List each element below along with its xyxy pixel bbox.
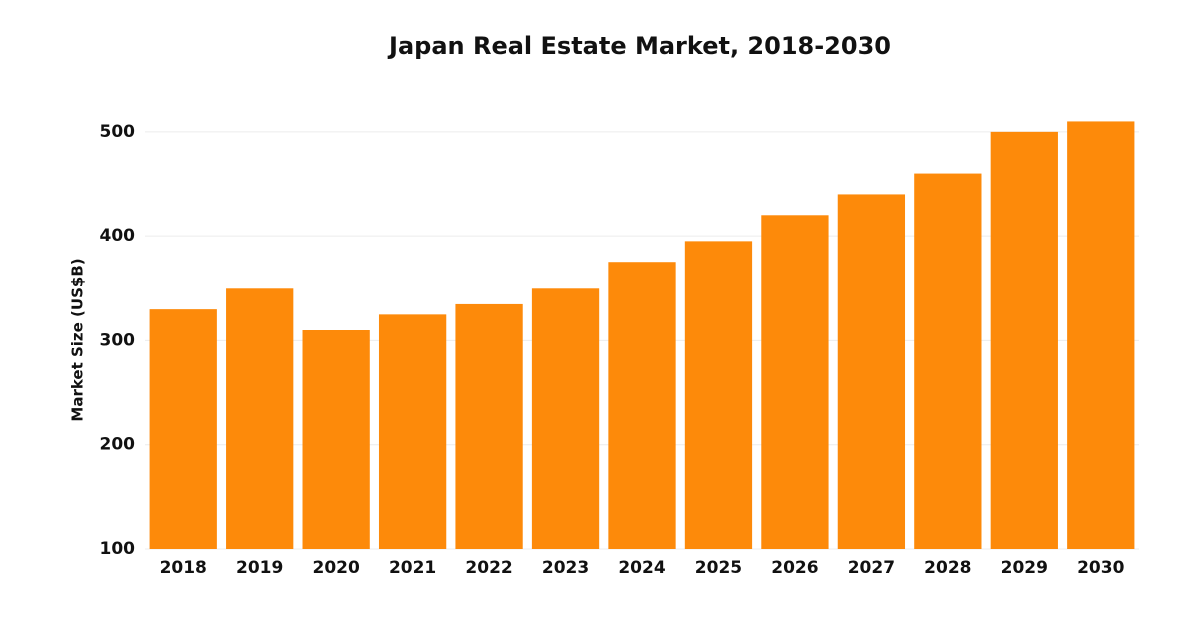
x-tick-label: 2030 — [1077, 558, 1124, 578]
y-axis-label: Market Size (US$B) — [69, 258, 87, 421]
x-tick-label: 2022 — [465, 558, 512, 578]
bar — [302, 330, 370, 549]
bar — [149, 309, 217, 549]
bar — [837, 194, 906, 549]
bar — [914, 173, 982, 550]
chart-title: Japan Real Estate Market, 2018-2030 — [387, 32, 891, 60]
y-tick-label: 200 — [100, 435, 136, 455]
x-tick-label: 2019 — [236, 558, 283, 578]
x-tick-label: 2024 — [618, 558, 665, 578]
bar — [1067, 121, 1135, 549]
x-tick-label: 2027 — [848, 558, 895, 578]
x-tick-label: 2023 — [542, 558, 589, 578]
bar — [608, 262, 676, 549]
x-tick-label: 2020 — [312, 558, 359, 578]
y-tick-label: 100 — [100, 539, 136, 559]
x-tick-label: 2028 — [924, 558, 971, 578]
x-tick-label: 2026 — [771, 558, 818, 578]
bar — [226, 288, 294, 549]
y-tick-label: 400 — [100, 226, 136, 246]
y-tick-label: 300 — [100, 330, 136, 350]
y-tick-label: 500 — [100, 122, 136, 142]
x-tick-label: 2018 — [160, 558, 207, 578]
bar — [684, 241, 753, 549]
x-tick-label: 2025 — [695, 558, 742, 578]
x-tick-label: 2021 — [389, 558, 436, 578]
x-tick-label: 2029 — [1001, 558, 1048, 578]
bar — [531, 288, 600, 549]
bar — [455, 303, 523, 549]
bar — [761, 215, 829, 550]
bar — [990, 131, 1058, 549]
bar — [378, 314, 447, 549]
